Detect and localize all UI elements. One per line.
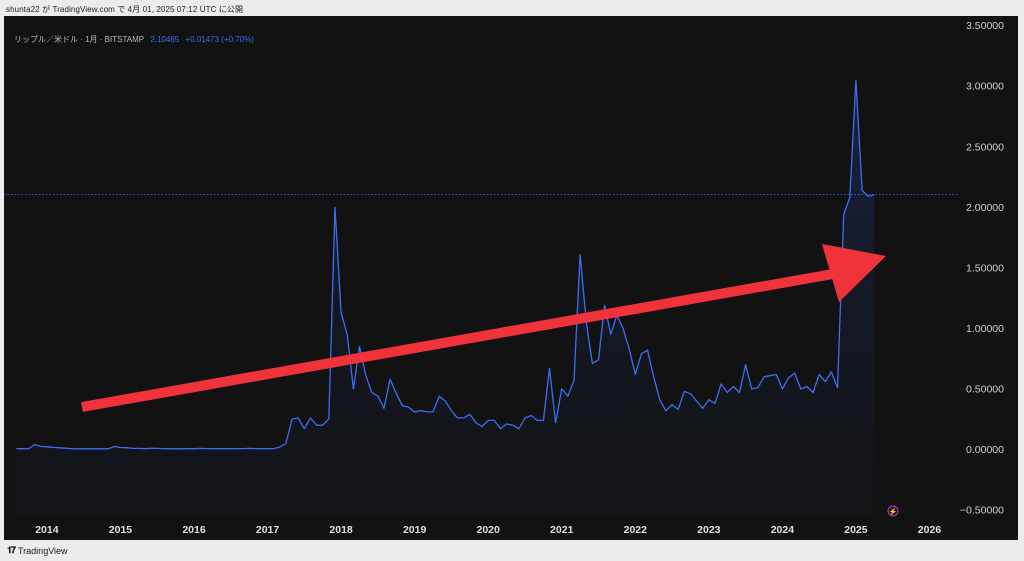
x-tick-label: 2020 (477, 524, 501, 536)
y-tick-label: −0.50000 (960, 504, 1004, 516)
price-series-line (16, 79, 875, 450)
event-marker-icon[interactable] (887, 505, 899, 517)
trend-arrow-shaft (81, 267, 845, 412)
x-tick-label: 2026 (918, 524, 942, 536)
y-tick-label: 1.50000 (966, 262, 1004, 274)
x-tick-label: 2025 (844, 524, 868, 536)
x-tick-label: 2022 (624, 524, 648, 536)
x-tick-label: 2016 (182, 524, 206, 536)
symbol-label: リップル／米ドル · 1月 · BITSTAMP (14, 35, 145, 44)
x-tick-label: 2018 (329, 524, 353, 536)
tradingview-logo-icon: 𝟏𝟕 (7, 545, 16, 555)
last-price-label: 2.10465 (150, 35, 180, 44)
y-tick-label: 2.00000 (966, 202, 1004, 214)
x-tick-label: 2019 (403, 524, 427, 536)
x-tick-label: 2024 (771, 524, 795, 536)
y-tick-label: 0.00000 (966, 444, 1004, 456)
published-header: shunta22 が TradingView.com で 4月 01, 2025… (6, 5, 244, 14)
price-area-fill (16, 80, 875, 516)
trend-arrow-head (822, 244, 886, 302)
x-tick-label: 2014 (35, 524, 59, 536)
y-tick-label: 3.50000 (966, 20, 1004, 32)
chart-area[interactable]: リップル／米ドル · 1月 · BITSTAMP 2.10465 +0.0147… (4, 16, 1018, 540)
y-tick-label: 3.00000 (966, 81, 1004, 93)
x-tick-label: 2015 (109, 524, 133, 536)
x-tick-label: 2017 (256, 524, 280, 536)
lightning-icon: ⚡ (889, 507, 898, 516)
x-tick-label: 2021 (550, 524, 574, 536)
y-tick-label: 2.50000 (966, 141, 1004, 153)
price-chart[interactable]: 3.50000 3.00000 2.50000 2.00000 1.50000 1.000… (4, 16, 1018, 540)
brand-label: TradingView (18, 545, 68, 556)
y-tick-label: 1.00000 (966, 323, 1004, 335)
y-tick-label: 0.50000 (966, 383, 1004, 395)
footer: 𝟏𝟕 TradingView (7, 545, 68, 556)
change-label: +0.01473 (+0.70%) (185, 35, 254, 44)
symbol-legend: リップル／米ドル · 1月 · BITSTAMP 2.10465 +0.0147… (14, 34, 258, 45)
x-tick-label: 2023 (697, 524, 721, 536)
